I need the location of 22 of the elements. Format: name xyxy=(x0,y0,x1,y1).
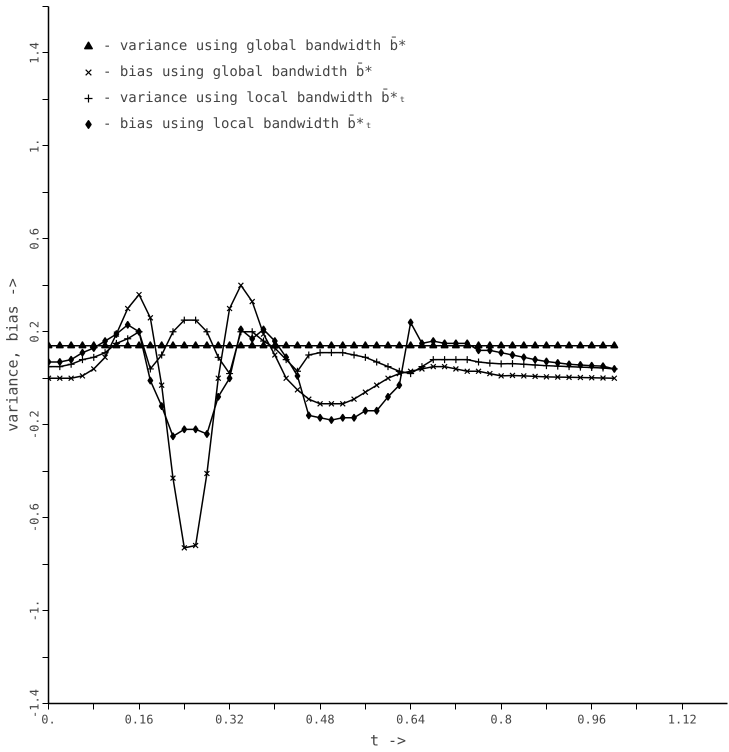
legend-label: - bias using global bandwidth b̄* xyxy=(103,64,373,80)
legend-label: - variance using local bandwidth b̄*ₜ xyxy=(103,90,406,106)
x-tick-label: 0.32 xyxy=(215,712,244,726)
x-tick-label: 1.12 xyxy=(668,712,697,726)
x-tick-label: 0.64 xyxy=(396,712,426,726)
y-tick-label: -1.4 xyxy=(28,689,42,718)
y-tick-label: -0.2 xyxy=(28,410,42,440)
y-tick-label: 1. xyxy=(28,138,42,154)
legend-label: - variance using global bandwidth b̄* xyxy=(103,38,406,54)
y-tick-label: -0.6 xyxy=(28,503,42,532)
x-tick-label: 0.96 xyxy=(577,712,606,726)
y-tick-label: -1. xyxy=(28,600,42,622)
y-tick-label: 0.2 xyxy=(28,320,42,343)
x-tick-label: 0. xyxy=(41,712,56,726)
y-axis-title: variance, bias -> xyxy=(4,278,22,432)
x-tick-label: 0.48 xyxy=(306,712,335,726)
x-tick-label: 0.8 xyxy=(490,712,512,726)
y-tick-label: 1.4 xyxy=(28,42,42,64)
x-axis-title: t -> xyxy=(370,732,406,750)
x-tick-label: 0.16 xyxy=(124,712,154,726)
y-tick-label: 0.6 xyxy=(28,228,42,250)
legend-label: - bias using local bandwidth b̄*ₜ xyxy=(103,116,373,132)
